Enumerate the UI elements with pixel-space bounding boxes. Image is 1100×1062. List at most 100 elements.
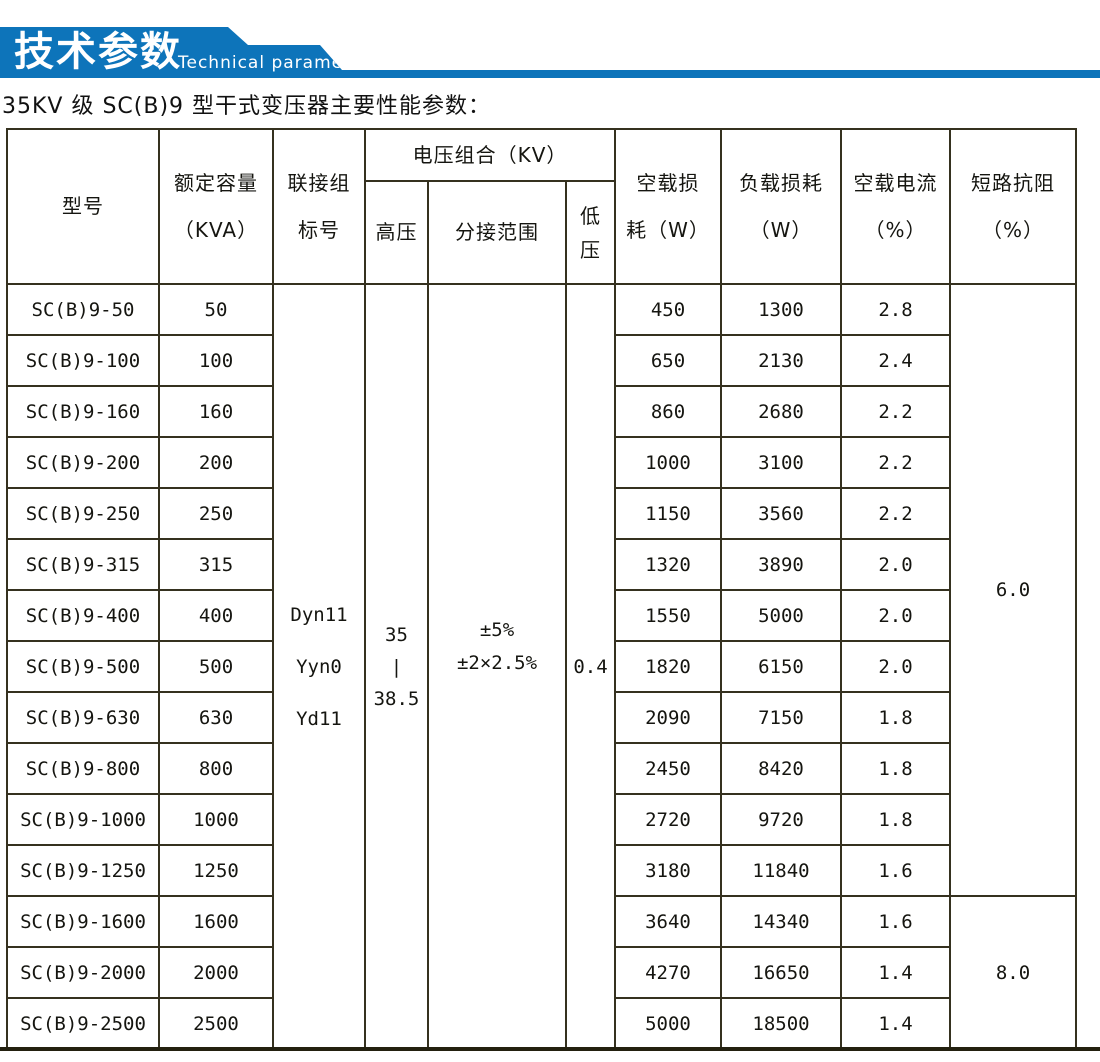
table-row: SC(B)9-800 800 2450 8420 1.8 xyxy=(6,742,1076,795)
cell-no-load-loss: 1150 xyxy=(614,487,722,540)
col-header-connection-line2: 标号 xyxy=(298,217,340,242)
col-header-capacity-line1: 额定容量 xyxy=(174,170,258,195)
cell-model: SC(B)9-2500 xyxy=(6,997,160,1050)
page-subtitle: 35KV 级 SC(B)9 型干式变压器主要性能参数： xyxy=(2,94,492,119)
cell-no-load-loss: 650 xyxy=(614,334,722,387)
col-header-no-load-current-line2: （%） xyxy=(864,217,927,242)
table-row: SC(B)9-1000 1000 2720 9720 1.8 xyxy=(6,793,1076,846)
col-header-capacity-line2: （KVA） xyxy=(173,217,259,242)
cell-kva: 1000 xyxy=(158,793,274,846)
col-header-no-load-loss: 空载损 耗（W） xyxy=(614,128,722,285)
cell-load-loss: 18500 xyxy=(720,997,842,1050)
section-banner: 技术参数 Technical parameter xyxy=(0,27,1100,78)
cell-kva: 630 xyxy=(158,691,274,744)
cell-load-loss: 3100 xyxy=(720,436,842,489)
col-header-no-load-current-line1: 空载电流 xyxy=(853,170,938,195)
cell-model: SC(B)9-2000 xyxy=(6,946,160,999)
table-row: SC(B)9-250 250 1150 3560 2.2 xyxy=(6,487,1076,540)
cell-kva: 400 xyxy=(158,589,274,642)
table-row: SC(B)9-630 630 2090 7150 1.8 xyxy=(6,691,1076,744)
cell-kva: 1250 xyxy=(158,844,274,897)
cell-no-load-loss: 5000 xyxy=(614,997,722,1050)
col-header-low-voltage-line1: 低 xyxy=(580,203,601,228)
cell-kva: 315 xyxy=(158,538,274,591)
cell-no-load-current: 2.0 xyxy=(840,640,951,693)
col-header-model: 型号 xyxy=(6,128,160,285)
cell-no-load-loss: 1550 xyxy=(614,589,722,642)
col-header-low-voltage-line2: 压 xyxy=(580,237,601,262)
col-header-impedance-line2: （%） xyxy=(981,217,1044,242)
cell-kva: 2000 xyxy=(158,946,274,999)
cell-tap-range: ±5% ±2×2.5% xyxy=(427,283,567,1050)
cell-model: SC(B)9-800 xyxy=(6,742,160,795)
cell-impedance-group2: 8.0 xyxy=(949,895,1077,1050)
cell-kva: 1600 xyxy=(158,895,274,948)
cell-no-load-current: 2.2 xyxy=(840,436,951,489)
cell-model: SC(B)9-630 xyxy=(6,691,160,744)
cell-no-load-current: 1.4 xyxy=(840,997,951,1050)
col-header-impedance: 短路抗阻 （%） xyxy=(949,128,1077,285)
cell-load-loss: 16650 xyxy=(720,946,842,999)
cell-no-load-current: 1.4 xyxy=(840,946,951,999)
cell-no-load-current: 2.0 xyxy=(840,589,951,642)
cell-load-loss: 1300 xyxy=(720,283,842,336)
col-header-no-load-loss-line1: 空载损 xyxy=(636,170,700,195)
cell-kva: 250 xyxy=(158,487,274,540)
cell-kva: 500 xyxy=(158,640,274,693)
cell-load-loss: 5000 xyxy=(720,589,842,642)
cell-load-loss: 6150 xyxy=(720,640,842,693)
cell-model: SC(B)9-1250 xyxy=(6,844,160,897)
cell-no-load-loss: 1000 xyxy=(614,436,722,489)
cell-no-load-current: 2.2 xyxy=(840,385,951,438)
table-row: SC(B)9-400 400 1550 5000 2.0 xyxy=(6,589,1076,642)
cell-no-load-current: 2.0 xyxy=(840,538,951,591)
cell-load-loss: 9720 xyxy=(720,793,842,846)
col-header-load-loss: 负载损耗 （W） xyxy=(720,128,842,285)
cell-model: SC(B)9-100 xyxy=(6,334,160,387)
cell-no-load-current: 2.2 xyxy=(840,487,951,540)
high-voltage-line: 38.5 xyxy=(373,687,420,710)
connection-group-line: Yyn0 xyxy=(296,655,342,678)
table-row: SC(B)9-200 200 1000 3100 2.2 xyxy=(6,436,1076,489)
cell-no-load-loss: 860 xyxy=(614,385,722,438)
table-row: SC(B)9-100 100 650 2130 2.4 xyxy=(6,334,1076,387)
cell-load-loss: 7150 xyxy=(720,691,842,744)
high-voltage-line: 35 xyxy=(385,623,408,646)
col-header-load-loss-line1: 负载损耗 xyxy=(739,170,823,195)
cell-no-load-loss: 4270 xyxy=(614,946,722,999)
table-row: SC(B)9-1250 1250 3180 11840 1.6 xyxy=(6,844,1076,897)
col-header-load-loss-line2: （W） xyxy=(749,217,813,242)
col-header-tap-range: 分接范围 xyxy=(427,180,567,285)
cell-model: SC(B)9-1000 xyxy=(6,793,160,846)
col-header-capacity: 额定容量 （KVA） xyxy=(158,128,274,285)
cell-kva: 50 xyxy=(158,283,274,336)
cell-model: SC(B)9-400 xyxy=(6,589,160,642)
col-header-voltage-combo: 电压组合（KV） xyxy=(364,128,616,182)
cell-load-loss: 14340 xyxy=(720,895,842,948)
cell-kva: 800 xyxy=(158,742,274,795)
col-header-connection: 联接组 标号 xyxy=(272,128,366,285)
cell-model: SC(B)9-500 xyxy=(6,640,160,693)
col-header-no-load-loss-line2: 耗（W） xyxy=(626,217,710,242)
table-row: SC(B)9-315 315 1320 3890 2.0 xyxy=(6,538,1076,591)
banner-title-en: Technical parameter xyxy=(178,53,371,73)
cell-no-load-current: 1.8 xyxy=(840,691,951,744)
table-row: SC(B)9-500 500 1820 6150 2.0 xyxy=(6,640,1076,693)
connection-group-line: Dyn11 xyxy=(290,603,348,626)
table-row: SC(B)9-1600 1600 3640 14340 1.6 8.0 xyxy=(6,895,1077,1050)
cell-kva: 160 xyxy=(158,385,274,438)
col-header-impedance-line1: 短路抗阻 xyxy=(971,170,1055,195)
cell-model: SC(B)9-50 xyxy=(6,283,160,336)
cell-no-load-loss: 3180 xyxy=(614,844,722,897)
cell-low-voltage: 0.4 xyxy=(565,283,616,1050)
cell-model: SC(B)9-315 xyxy=(6,538,160,591)
tap-range-line: ±2×2.5% xyxy=(456,652,538,674)
connection-group-line: Yd11 xyxy=(296,707,342,730)
col-header-low-voltage: 低 压 xyxy=(565,180,616,285)
cell-no-load-loss: 2720 xyxy=(614,793,722,846)
col-header-no-load-current: 空载电流 （%） xyxy=(840,128,951,285)
cell-kva: 2500 xyxy=(158,997,274,1050)
cell-kva: 200 xyxy=(158,436,274,489)
cell-connection-group: Dyn11 Yyn0 Yd11 xyxy=(272,283,366,1050)
tap-range-line: ±5% xyxy=(479,619,515,641)
